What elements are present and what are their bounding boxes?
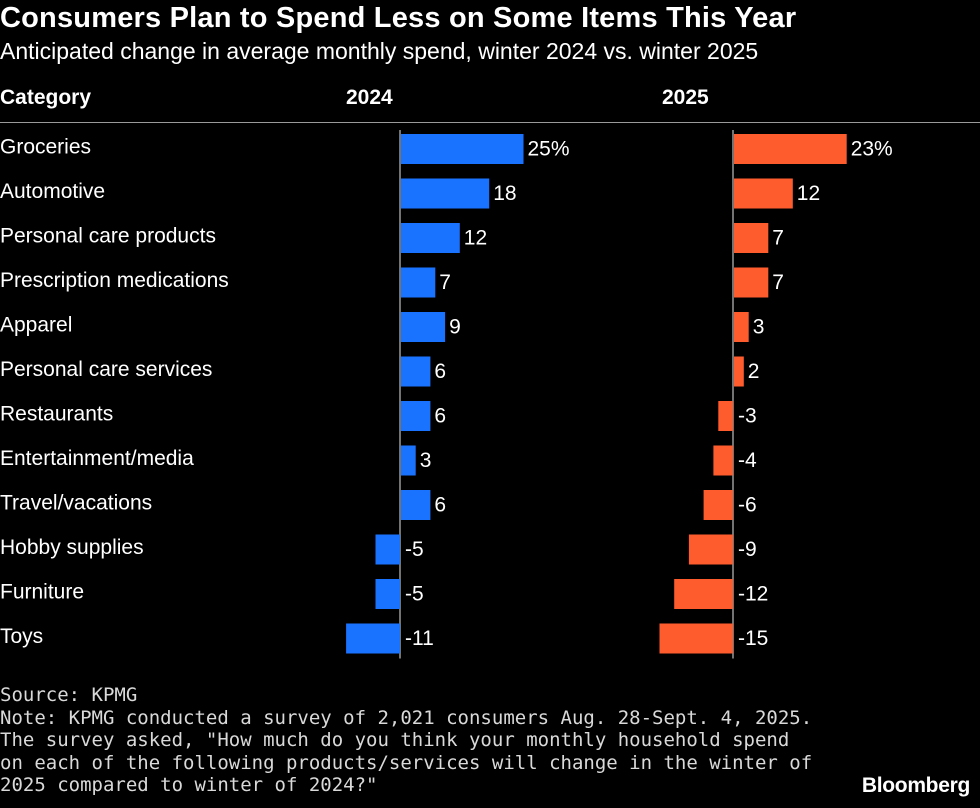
- bar-2024: [401, 490, 431, 520]
- value-label-2024: 9: [449, 316, 461, 339]
- value-label-2025: 23%: [851, 138, 893, 161]
- value-label-2024: 12: [464, 227, 487, 250]
- survey-note-line: The survey asked, "How much do you think…: [0, 729, 790, 751]
- category-header: Category: [0, 86, 92, 109]
- value-label-2025: -15: [738, 627, 768, 650]
- value-label-2025: -3: [738, 405, 757, 428]
- category-label: Furniture: [0, 581, 84, 604]
- value-label-2024: 18: [493, 182, 516, 205]
- chart-title: Consumers Plan to Spend Less on Some Ite…: [0, 2, 797, 34]
- survey-note-line: Note: KPMG conducted a survey of 2,021 c…: [0, 706, 813, 729]
- bar-2025: [734, 267, 769, 298]
- value-label-2025: 12: [797, 182, 820, 205]
- value-label-2025: 3: [753, 316, 765, 339]
- value-label-2024: 6: [434, 360, 446, 383]
- category-label: Apparel: [0, 314, 72, 337]
- bar-2024: [401, 401, 431, 431]
- value-label-2024: 25%: [528, 138, 570, 161]
- bar-2024: [346, 623, 400, 654]
- value-label-2025: -4: [738, 449, 757, 472]
- bar-2024: [375, 579, 400, 609]
- bar-2024: [401, 312, 446, 342]
- category-label: Automotive: [0, 180, 105, 203]
- bar-2024: [401, 178, 490, 209]
- value-label-2025: -6: [738, 494, 757, 517]
- value-label-2024: 7: [439, 271, 451, 294]
- value-label-2024: 3: [420, 449, 432, 472]
- bar-2025: [703, 490, 733, 520]
- bar-2025: [688, 534, 733, 565]
- bloomberg-logo: Bloomberg: [861, 774, 970, 797]
- bar-2025: [734, 356, 744, 387]
- bar-2025: [734, 134, 847, 164]
- survey-note-line: on each of the following products/servic…: [0, 751, 813, 774]
- category-label: Toys: [0, 625, 43, 648]
- bar-2025: [718, 401, 733, 431]
- bar-2025: [734, 223, 769, 253]
- category-label: Personal care services: [0, 358, 212, 381]
- value-label-2025: 2: [748, 360, 760, 383]
- header-rule: [0, 122, 980, 123]
- value-label-2025: -9: [738, 538, 757, 561]
- category-label: Restaurants: [0, 403, 113, 426]
- category-label: Personal care products: [0, 225, 216, 248]
- source-note: Source: KPMG: [0, 684, 138, 706]
- category-label: Entertainment/media: [0, 447, 194, 470]
- survey-note-line: 2025 compared to winter of 2024?": [0, 774, 378, 796]
- bar-2025: [674, 579, 733, 609]
- bar-2025: [734, 312, 749, 342]
- bar-2025: [713, 445, 733, 476]
- value-label-2025: 7: [772, 271, 784, 294]
- value-label-2024: 6: [434, 494, 446, 517]
- value-label-2025: -12: [738, 583, 768, 606]
- bar-2024: [401, 445, 416, 476]
- value-label-2024: -5: [405, 583, 424, 606]
- value-label-2025: 7: [772, 227, 784, 250]
- category-label: Prescription medications: [0, 269, 229, 292]
- category-label: Travel/vacations: [0, 492, 152, 515]
- bar-2025: [659, 623, 733, 654]
- column-header-2025: 2025: [662, 86, 709, 109]
- bar-chart: Groceries Automotive Personal care product…: [0, 130, 893, 659]
- chart-footer: Source: KPMG Note: KPMG conducted a surv…: [0, 684, 812, 797]
- bar-2024: [375, 534, 400, 565]
- value-label-2024: 6: [434, 405, 446, 428]
- column-header-2024: 2024: [346, 86, 393, 109]
- value-label-2024: -11: [405, 627, 434, 650]
- bar-2024: [401, 223, 460, 253]
- bar-2024: [401, 356, 431, 387]
- bar-2025: [734, 178, 793, 209]
- bar-2024: [401, 134, 524, 164]
- bar-2024: [401, 267, 436, 298]
- chart-subtitle: Anticipated change in average monthly sp…: [0, 38, 759, 64]
- category-label: Groceries: [0, 136, 91, 159]
- value-label-2024: -5: [405, 538, 424, 561]
- category-label: Hobby supplies: [0, 536, 144, 559]
